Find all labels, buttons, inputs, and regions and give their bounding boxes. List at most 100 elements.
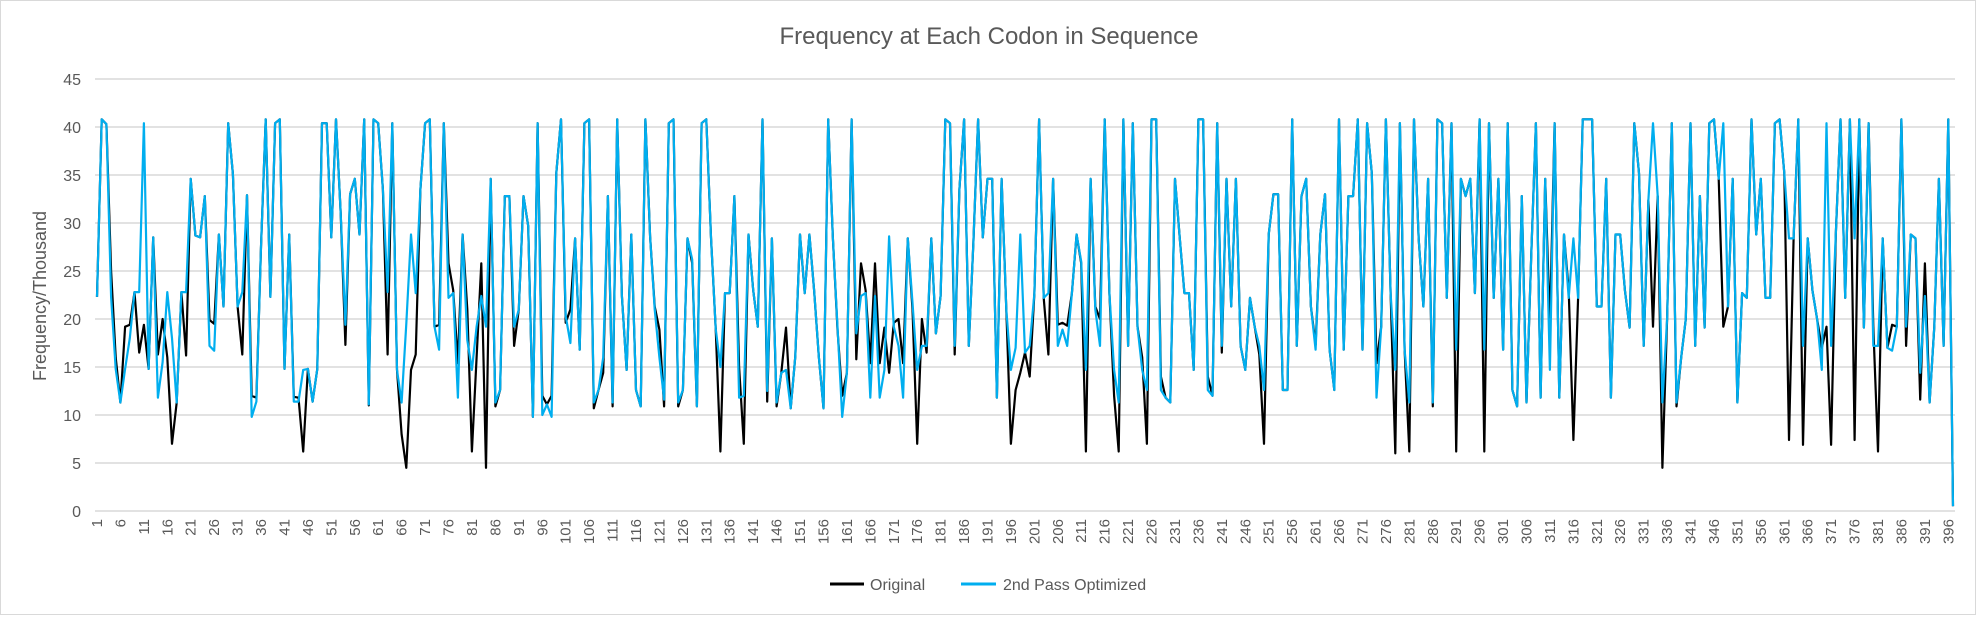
x-axis-ticks: 1 6 11 16 21 26 31 36 41 46 51 56 61 66 71 76 81 86 91 96 10… — [89, 519, 1957, 544]
x-tick-label: 326 — [1612, 519, 1629, 544]
x-tick-label: 306 — [1518, 519, 1535, 544]
x-tick-label: 221 — [1120, 519, 1137, 544]
x-tick-label: 146 — [769, 519, 786, 544]
x-tick-label: 206 — [1050, 519, 1067, 544]
x-tick-label: 41 — [276, 519, 293, 536]
x-tick-label: 241 — [1214, 519, 1231, 544]
x-tick-label: 391 — [1917, 519, 1934, 544]
x-tick-label: 61 — [370, 519, 387, 536]
x-tick-label: 11 — [136, 519, 153, 535]
x-tick-label: 21 — [183, 519, 200, 536]
legend-label-original: Original — [870, 577, 925, 594]
x-tick-label: 316 — [1565, 519, 1582, 544]
x-tick-label: 86 — [487, 519, 504, 536]
x-tick-label: 126 — [675, 519, 692, 544]
chart-title: Frequency at Each Codon in Sequence — [780, 23, 1199, 50]
y-tick-label: 40 — [63, 120, 81, 137]
y-axis-title: Frequency/Thousand — [30, 211, 50, 381]
x-tick-label: 351 — [1729, 519, 1746, 544]
x-tick-label: 16 — [159, 519, 176, 536]
y-tick-label: 0 — [72, 504, 81, 521]
x-tick-label: 36 — [253, 519, 270, 536]
x-tick-label: 181 — [933, 519, 950, 544]
x-tick-label: 76 — [441, 519, 458, 536]
x-tick-label: 346 — [1706, 519, 1723, 544]
x-tick-label: 261 — [1308, 519, 1325, 544]
x-tick-label: 51 — [323, 519, 340, 536]
x-tick-label: 81 — [464, 519, 481, 536]
x-tick-label: 96 — [534, 519, 551, 536]
x-tick-label: 136 — [722, 519, 739, 544]
x-tick-label: 151 — [792, 519, 809, 544]
x-tick-label: 171 — [886, 519, 903, 544]
x-tick-label: 386 — [1893, 519, 1910, 544]
x-tick-label: 271 — [1354, 519, 1371, 544]
x-tick-label: 246 — [1237, 519, 1254, 544]
legend-label-optimized: 2nd Pass Optimized — [1003, 577, 1146, 594]
series-line-2nd-pass-optimized — [95, 118, 1955, 507]
x-tick-label: 301 — [1495, 519, 1512, 544]
x-tick-label: 131 — [698, 519, 715, 544]
y-tick-label: 35 — [63, 168, 81, 185]
x-tick-label: 106 — [581, 519, 598, 544]
x-tick-label: 56 — [347, 519, 364, 536]
x-tick-label: 256 — [1284, 519, 1301, 544]
y-tick-label: 15 — [63, 360, 81, 377]
x-tick-label: 26 — [206, 519, 223, 536]
x-tick-label: 1 — [89, 519, 106, 527]
x-tick-label: 376 — [1847, 519, 1864, 544]
x-tick-label: 361 — [1776, 519, 1793, 544]
x-tick-label: 291 — [1448, 519, 1465, 544]
y-tick-label: 20 — [63, 312, 81, 329]
x-tick-label: 216 — [1097, 519, 1114, 544]
x-tick-label: 121 — [651, 519, 668, 544]
x-tick-label: 381 — [1870, 519, 1887, 544]
x-tick-label: 231 — [1167, 519, 1184, 544]
x-tick-label: 286 — [1425, 519, 1442, 544]
x-tick-label: 161 — [839, 519, 856, 544]
y-tick-label: 10 — [63, 408, 81, 425]
x-tick-label: 281 — [1401, 519, 1418, 544]
x-tick-label: 31 — [230, 519, 247, 536]
series-lines — [95, 118, 1955, 507]
x-tick-label: 191 — [980, 519, 997, 544]
x-tick-label: 226 — [1144, 519, 1161, 544]
x-tick-label: 336 — [1659, 519, 1676, 544]
x-tick-label: 276 — [1378, 519, 1395, 544]
x-tick-label: 366 — [1800, 519, 1817, 544]
x-tick-label: 156 — [815, 519, 832, 544]
x-tick-label: 186 — [956, 519, 973, 544]
y-tick-label: 45 — [63, 72, 81, 89]
x-tick-label: 266 — [1331, 519, 1348, 544]
x-tick-label: 236 — [1190, 519, 1207, 544]
x-tick-label: 251 — [1261, 519, 1278, 544]
x-tick-label: 46 — [300, 519, 317, 536]
x-tick-label: 101 — [558, 519, 575, 544]
x-tick-label: 91 — [511, 519, 528, 536]
y-tick-label: 25 — [63, 264, 81, 281]
x-tick-label: 356 — [1753, 519, 1770, 544]
x-tick-label: 371 — [1823, 519, 1840, 544]
y-tick-label: 5 — [72, 456, 81, 473]
x-tick-label: 321 — [1589, 519, 1606, 544]
x-tick-label: 201 — [1026, 519, 1043, 544]
y-axis-ticks: 0 5 10 15 20 25 30 35 40 45 — [63, 72, 81, 521]
x-tick-label: 166 — [862, 519, 879, 544]
x-tick-label: 116 — [628, 519, 645, 543]
y-tick-label: 30 — [63, 216, 81, 233]
x-tick-label: 6 — [112, 519, 129, 527]
x-tick-label: 296 — [1472, 519, 1489, 544]
x-tick-label: 396 — [1940, 519, 1957, 544]
x-tick-label: 111 — [605, 519, 622, 542]
x-tick-label: 311 — [1542, 519, 1559, 543]
x-tick-label: 341 — [1683, 519, 1700, 544]
x-tick-label: 196 — [1003, 519, 1020, 544]
x-tick-label: 331 — [1636, 519, 1653, 544]
x-tick-label: 211 — [1073, 519, 1090, 543]
legend: Original 2nd Pass Optimized — [830, 577, 1146, 594]
x-tick-label: 141 — [745, 519, 762, 544]
x-tick-label: 66 — [394, 519, 411, 536]
x-tick-label: 176 — [909, 519, 926, 544]
